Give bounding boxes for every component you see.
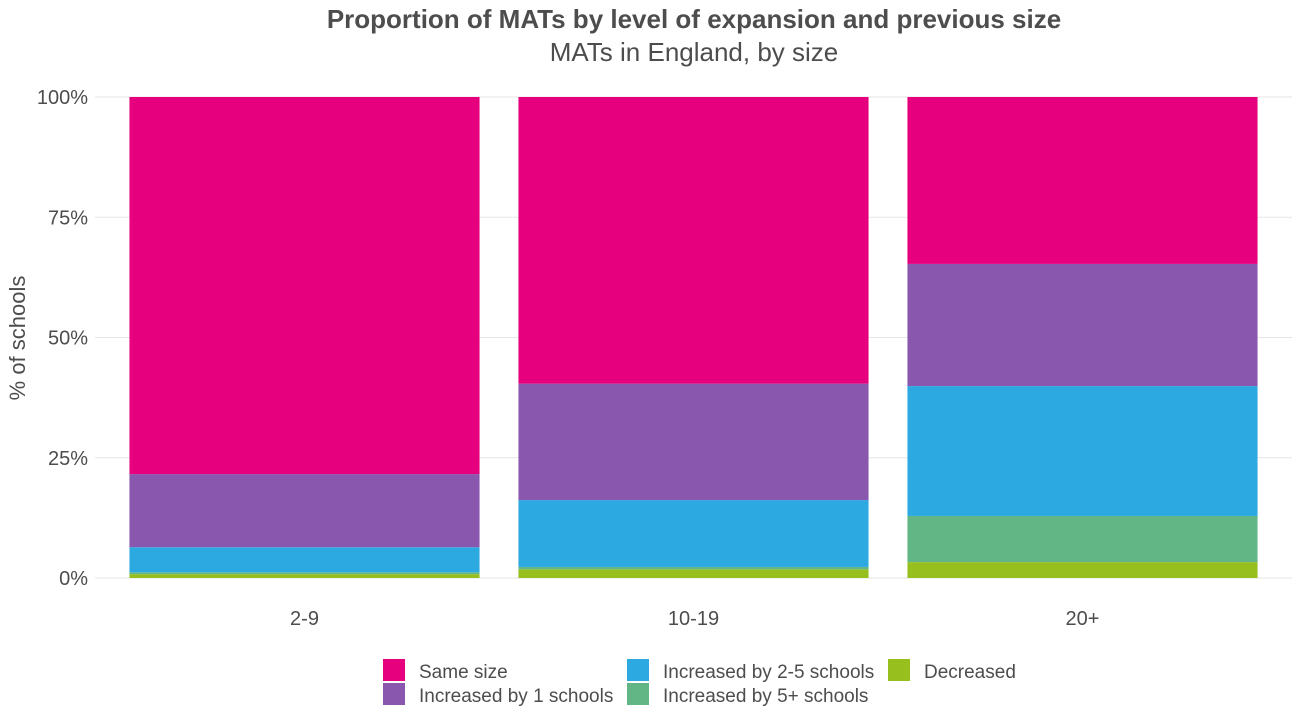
x-tick-label: 2-9	[290, 608, 319, 630]
bar-segment	[518, 383, 869, 501]
legend-label: Decreased	[924, 662, 1016, 683]
bar-segment	[518, 566, 869, 570]
bar-segment	[129, 97, 480, 475]
legend-item: Decreased	[888, 659, 1016, 683]
chart-title: Proportion of MATs by level of expansion…	[327, 4, 1061, 34]
y-tick-label: 50%	[48, 328, 88, 350]
legend-item: Increased by 2-5 schools	[627, 659, 874, 683]
y-axis-ticks: 0% 25% 50% 75% 100%	[37, 87, 88, 590]
legend-swatch	[888, 659, 910, 681]
chart-subtitle: MATs in England, by size	[550, 37, 839, 67]
bar-segment	[518, 569, 869, 578]
bar-segment	[129, 574, 480, 578]
y-tick-label: 75%	[48, 207, 88, 229]
bar-segment	[129, 572, 480, 575]
legend-swatch	[383, 683, 405, 705]
legend-item: Increased by 1 schools	[383, 683, 613, 707]
legend-label: Increased by 2-5 schools	[663, 662, 874, 683]
x-tick-label: 20+	[1066, 608, 1100, 630]
legend-swatch	[383, 659, 405, 681]
bar-segment	[907, 386, 1258, 516]
bar-segment	[518, 97, 869, 384]
bar-segment	[907, 515, 1258, 563]
y-axis-title: % of schools	[5, 276, 30, 401]
legend-item: Increased by 5+ schools	[627, 683, 868, 707]
x-tick-label: 10-19	[668, 608, 719, 630]
bar-segment	[907, 97, 1258, 264]
bar-segment	[129, 474, 480, 548]
y-tick-label: 0%	[59, 568, 88, 590]
bar-segment	[518, 500, 869, 567]
legend-item: Same size	[383, 659, 508, 683]
legend-swatch	[627, 683, 649, 705]
legend-label: Increased by 5+ schools	[663, 686, 868, 707]
legend-swatch	[627, 659, 649, 681]
legend-label: Same size	[419, 662, 508, 683]
bar-segment	[907, 263, 1258, 387]
bars	[129, 97, 1258, 578]
bar-segment	[129, 547, 480, 573]
y-tick-label: 25%	[48, 448, 88, 470]
legend-label: Increased by 1 schools	[419, 686, 613, 707]
x-axis-ticks: 2-9 10-19 20+	[290, 608, 1099, 630]
legend: Same size Increased by 1 schools Increased…	[383, 659, 1016, 707]
y-tick-label: 100%	[37, 87, 88, 109]
bar-segment	[907, 562, 1258, 578]
